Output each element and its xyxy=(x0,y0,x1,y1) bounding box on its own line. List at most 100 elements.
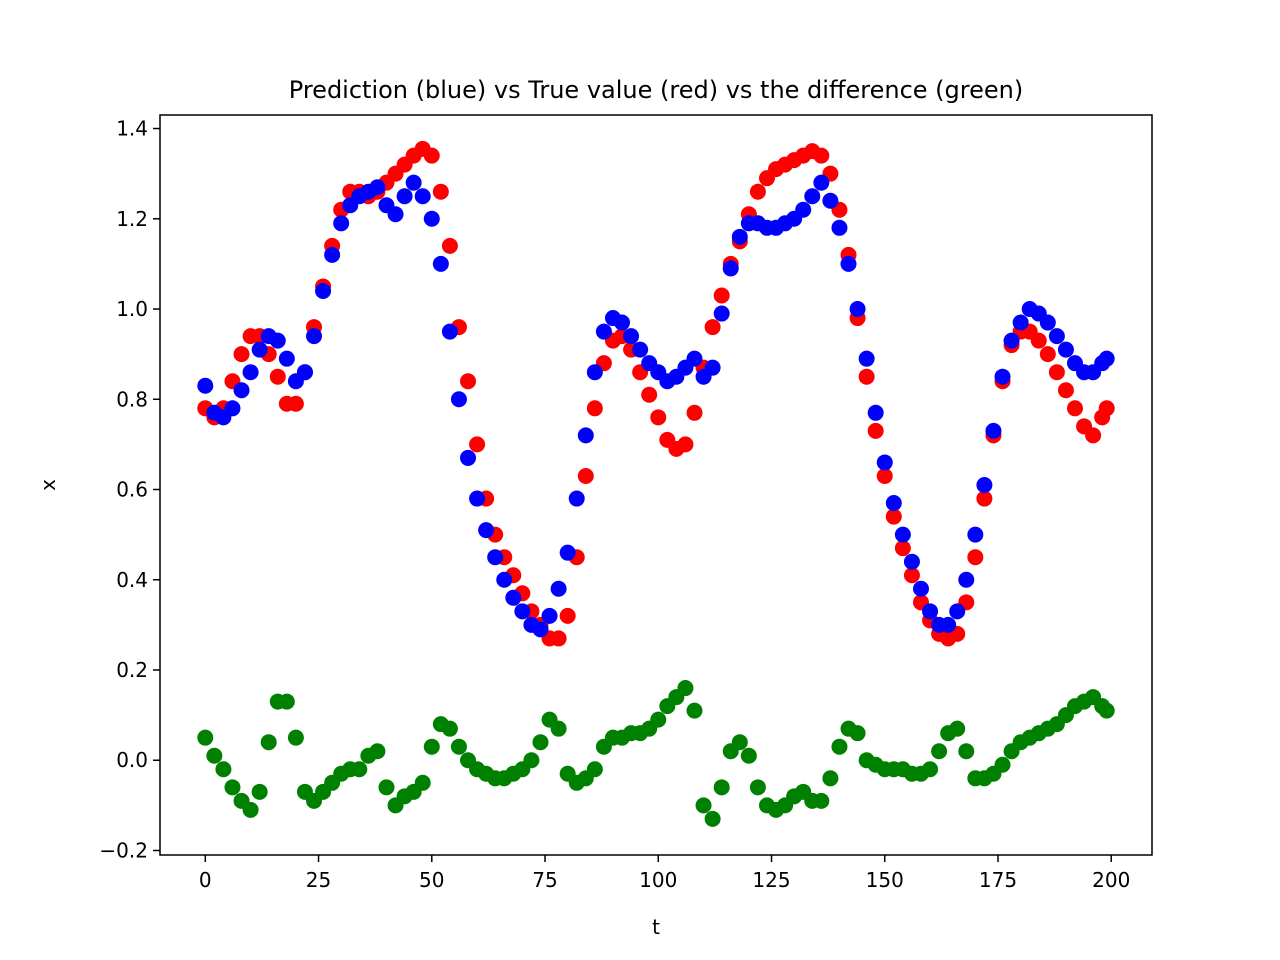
data-point xyxy=(958,743,975,760)
data-point xyxy=(260,734,277,751)
data-point xyxy=(441,720,458,737)
data-point xyxy=(976,477,993,493)
data-point xyxy=(858,350,875,367)
data-point xyxy=(315,282,332,299)
data-point xyxy=(523,752,540,769)
data-point xyxy=(242,801,259,818)
data-point xyxy=(804,188,821,205)
data-point xyxy=(677,436,694,453)
x-tick-label: 25 xyxy=(306,868,331,892)
data-point xyxy=(224,400,241,417)
data-point xyxy=(432,183,449,200)
data-point xyxy=(197,729,214,746)
data-point xyxy=(586,400,603,417)
data-point xyxy=(269,368,286,385)
data-point xyxy=(985,422,1002,439)
data-point xyxy=(967,526,984,543)
data-point xyxy=(478,522,495,539)
data-point xyxy=(1098,702,1115,719)
data-point xyxy=(532,621,549,638)
data-point xyxy=(650,711,667,728)
data-point xyxy=(795,201,812,218)
data-point xyxy=(885,495,902,512)
y-axis-label: x xyxy=(36,479,60,491)
data-point xyxy=(1066,400,1083,417)
data-point xyxy=(967,549,984,566)
data-point xyxy=(224,779,241,796)
data-point xyxy=(351,761,368,778)
data-point xyxy=(550,720,567,737)
x-tick-label: 125 xyxy=(752,868,790,892)
data-point xyxy=(278,693,295,710)
data-point xyxy=(233,346,250,363)
data-point xyxy=(577,467,594,484)
data-point xyxy=(749,183,766,200)
data-point xyxy=(704,810,721,827)
data-point xyxy=(958,571,975,588)
x-tick-label: 100 xyxy=(639,868,677,892)
data-point xyxy=(496,571,513,588)
data-point xyxy=(278,350,295,367)
data-point xyxy=(1012,314,1029,331)
data-point xyxy=(831,219,848,236)
data-point xyxy=(822,192,839,209)
y-tick-label: 0.2 xyxy=(116,658,148,682)
data-point xyxy=(414,188,431,205)
data-point xyxy=(867,404,884,421)
data-point xyxy=(1048,328,1065,345)
data-point xyxy=(324,246,341,263)
data-point xyxy=(514,603,531,620)
data-point xyxy=(813,147,830,164)
data-point xyxy=(432,255,449,272)
data-point xyxy=(369,179,386,196)
data-point xyxy=(441,237,458,254)
data-point xyxy=(550,630,567,647)
data-point xyxy=(885,508,902,525)
y-tick-label: 0.4 xyxy=(116,568,148,592)
data-point xyxy=(713,287,730,304)
data-point xyxy=(731,228,748,245)
data-point xyxy=(469,490,486,507)
data-point xyxy=(749,779,766,796)
data-point xyxy=(423,738,440,755)
data-point xyxy=(586,761,603,778)
data-point xyxy=(641,386,658,403)
data-point xyxy=(903,567,920,584)
data-point xyxy=(423,210,440,227)
data-point xyxy=(1085,427,1102,444)
data-point xyxy=(704,359,721,376)
data-point xyxy=(976,490,993,507)
data-point xyxy=(1098,400,1115,417)
data-point xyxy=(949,603,966,620)
data-point xyxy=(822,770,839,787)
data-point xyxy=(677,680,694,697)
data-point xyxy=(532,734,549,751)
data-point xyxy=(487,549,504,566)
data-point xyxy=(876,467,893,484)
data-point xyxy=(695,797,712,814)
data-point xyxy=(577,427,594,444)
data-point xyxy=(251,783,268,800)
data-point xyxy=(1003,332,1020,349)
data-point xyxy=(333,215,350,232)
data-point xyxy=(306,328,323,345)
data-point xyxy=(1039,314,1056,331)
x-tick-label: 150 xyxy=(866,868,904,892)
data-point xyxy=(858,368,875,385)
x-tick-label: 75 xyxy=(532,868,557,892)
data-point xyxy=(287,729,304,746)
data-point xyxy=(559,544,576,561)
data-point xyxy=(568,490,585,507)
data-point xyxy=(251,341,268,358)
x-tick-label: 200 xyxy=(1092,868,1130,892)
data-point xyxy=(994,756,1011,773)
data-point xyxy=(550,580,567,597)
x-tick-label: 50 xyxy=(419,868,444,892)
data-point xyxy=(396,188,413,205)
x-axis-label: t xyxy=(652,915,660,939)
data-point xyxy=(632,341,649,358)
chart-title: Prediction (blue) vs True value (red) vs… xyxy=(289,76,1023,104)
y-axis: −0.2 0.0 0.2 0.4 0.6 0.8 1.0 1.2 1.4 xyxy=(99,117,160,862)
data-point xyxy=(233,382,250,399)
